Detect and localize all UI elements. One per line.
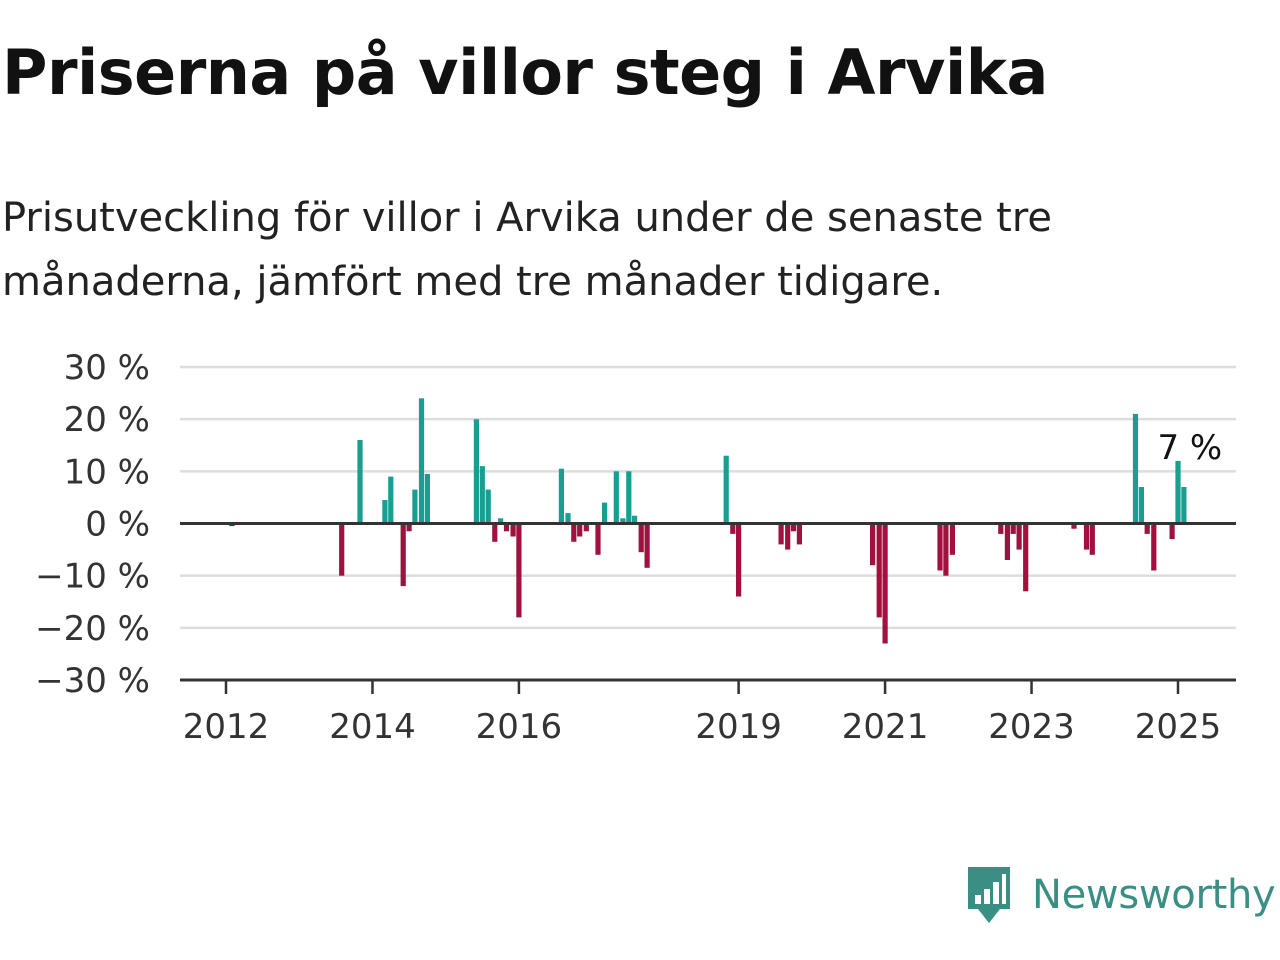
bar [382, 500, 388, 524]
bar [638, 523, 644, 553]
bar [876, 523, 882, 618]
bar [412, 489, 418, 524]
newsworthy-logo: Newsworthy [964, 862, 1276, 928]
x-tick-label: 2019 [695, 707, 782, 747]
bar [730, 523, 736, 534]
bar [1010, 523, 1016, 534]
bar [644, 523, 650, 568]
bar [790, 523, 797, 532]
bar [796, 523, 802, 545]
bar [998, 523, 1004, 534]
y-tick-label: 30 % [64, 348, 150, 388]
y-tick-label: 10 % [64, 452, 150, 492]
bar-chart: 30 %20 %10 %0 %−10 %−20 %−30 % 2012 2014 2… [35, 348, 1236, 747]
x-tick-label: 2016 [476, 707, 563, 747]
y-tick-label: −20 % [35, 609, 150, 649]
bar [1083, 523, 1090, 550]
bar [510, 523, 516, 537]
x-tick-label: 2025 [1135, 707, 1222, 747]
bar [937, 523, 943, 571]
bar [943, 523, 949, 576]
x-axis: 2012 2014 2016 2019 2021 2023 2025 [180, 678, 1236, 747]
bars [229, 398, 1187, 644]
bar [565, 513, 571, 524]
y-axis-tick-labels: 30 % 20 % 10 % 0 % −10 % −20 % −30 % [35, 348, 150, 701]
bar [583, 523, 589, 532]
x-tick-label: 2021 [842, 707, 929, 747]
last-value-annotation: 7 % [1157, 428, 1222, 468]
bar [882, 523, 888, 644]
y-tick-label: 20 % [64, 400, 150, 440]
bar [473, 419, 479, 524]
bar [949, 523, 955, 555]
bar [1151, 523, 1157, 571]
bar [1016, 523, 1022, 550]
y-tick-label: −30 % [35, 661, 150, 701]
y-tick-label: −10 % [35, 557, 150, 597]
bar [571, 523, 577, 542]
bar [485, 489, 491, 524]
bar [577, 523, 583, 537]
bar [736, 523, 742, 597]
bar [1071, 523, 1077, 529]
bar [1169, 523, 1175, 540]
bar [778, 523, 784, 545]
bar [357, 440, 363, 524]
bar [492, 523, 498, 542]
bar [620, 518, 626, 524]
x-tick-label: 2012 [183, 707, 270, 747]
bar [870, 523, 876, 566]
chart-subtitle: Prisutveckling för villor i Arvika under… [2, 195, 1053, 305]
x-tick-label: 2023 [988, 707, 1075, 747]
bar [626, 471, 632, 524]
x-tick-label: 2014 [329, 707, 416, 747]
bar [424, 473, 430, 524]
bar [632, 515, 638, 524]
y-tick-label: 0 % [85, 505, 150, 545]
bar [1175, 460, 1181, 524]
bar [339, 523, 345, 576]
bar [1089, 523, 1095, 555]
bar [723, 455, 729, 524]
bar [1138, 487, 1144, 524]
y-gridlines [180, 365, 1236, 630]
bar [558, 468, 564, 524]
bar [1181, 487, 1187, 524]
bar [479, 466, 485, 524]
brand-name: Newsworthy [1032, 872, 1276, 918]
chart-title: Priserna på villor steg i Arvika [2, 36, 1048, 109]
bar [406, 523, 412, 532]
bar [1023, 523, 1029, 592]
bar [1132, 413, 1139, 524]
bar [785, 523, 791, 550]
bar [1144, 523, 1150, 534]
bar [498, 518, 504, 524]
bar [1004, 523, 1010, 560]
bar [400, 523, 406, 587]
bar [602, 502, 608, 524]
bar [388, 476, 394, 524]
bar [613, 471, 619, 524]
bar [418, 398, 425, 524]
bar [516, 523, 522, 618]
newsworthy-logo-icon [968, 867, 1010, 923]
bar [595, 523, 601, 555]
bar [503, 523, 510, 532]
